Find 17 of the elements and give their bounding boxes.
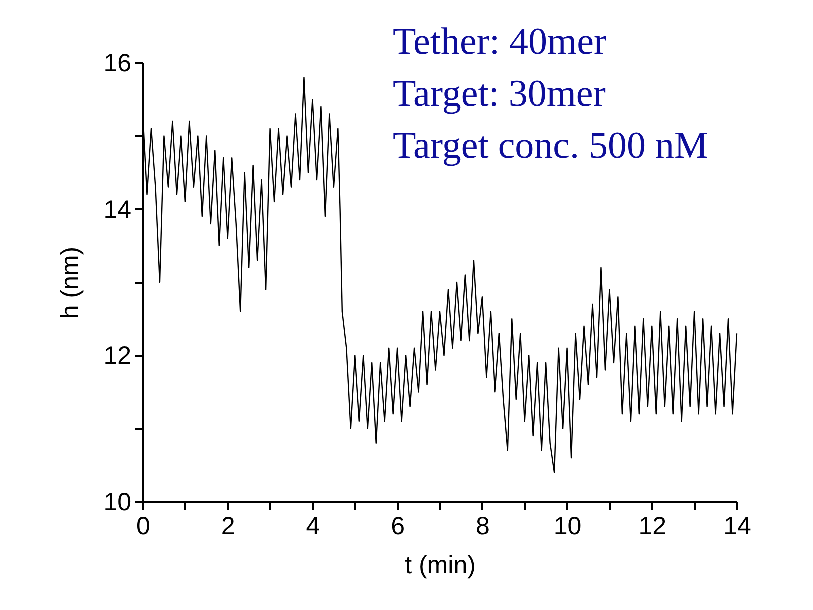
annotation: Target: 30mer bbox=[393, 73, 606, 115]
x-tick-label: 4 bbox=[306, 512, 320, 540]
x-tick-label: 2 bbox=[221, 512, 236, 540]
y-tick-label: 12 bbox=[104, 342, 132, 370]
x-tick-label: 0 bbox=[136, 512, 150, 540]
y-tick-label: 10 bbox=[104, 488, 132, 516]
y-axis-title: h (nm) bbox=[56, 246, 85, 320]
x-tick-label: 8 bbox=[476, 512, 490, 540]
y-tick-label: 16 bbox=[104, 50, 132, 78]
x-axis-title: t (min) bbox=[405, 552, 476, 580]
x-tick-label: 10 bbox=[554, 512, 582, 540]
x-tick-label: 6 bbox=[391, 512, 406, 540]
annotation: Target conc. 500 nM bbox=[393, 125, 708, 167]
x-tick-label: 14 bbox=[724, 512, 752, 540]
x-tick-label: 12 bbox=[638, 512, 667, 540]
y-tick-label: 14 bbox=[104, 196, 132, 224]
text: Tether: 40mer bbox=[393, 21, 607, 63]
